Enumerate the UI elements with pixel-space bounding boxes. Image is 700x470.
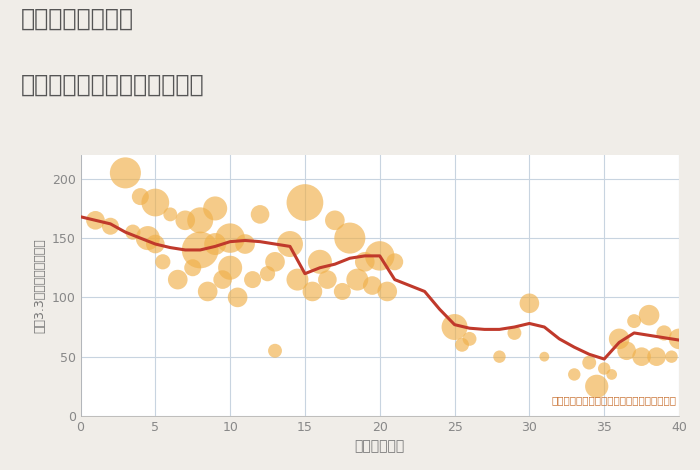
- Point: [300, 199, 311, 206]
- Point: [351, 276, 363, 283]
- Point: [374, 252, 385, 259]
- Text: 築年数別中古マンション価格: 築年数別中古マンション価格: [21, 73, 204, 97]
- Point: [105, 222, 116, 230]
- Point: [456, 341, 468, 349]
- Point: [120, 169, 131, 177]
- Point: [344, 235, 356, 242]
- Point: [629, 317, 640, 325]
- Point: [195, 217, 206, 224]
- Point: [225, 264, 236, 272]
- Point: [449, 323, 460, 331]
- Text: 円の大きさは、取引のあった物件面積を示す: 円の大きさは、取引のあった物件面積を示す: [551, 396, 676, 406]
- Point: [158, 258, 169, 266]
- Point: [270, 258, 281, 266]
- Point: [164, 211, 176, 218]
- Point: [613, 335, 624, 343]
- Point: [509, 329, 520, 337]
- Point: [606, 371, 617, 378]
- Point: [150, 240, 161, 248]
- Point: [255, 211, 266, 218]
- Point: [591, 383, 602, 390]
- Point: [621, 347, 632, 354]
- Point: [524, 299, 535, 307]
- Point: [584, 359, 595, 366]
- Point: [666, 353, 677, 360]
- Point: [262, 270, 273, 277]
- Point: [180, 217, 191, 224]
- Point: [673, 335, 685, 343]
- Point: [681, 347, 692, 354]
- Point: [359, 258, 370, 266]
- Point: [142, 235, 153, 242]
- Point: [329, 217, 340, 224]
- Point: [202, 288, 214, 295]
- Point: [292, 276, 303, 283]
- Point: [90, 217, 101, 224]
- Point: [195, 246, 206, 254]
- Point: [172, 276, 183, 283]
- Point: [217, 276, 228, 283]
- Point: [636, 353, 648, 360]
- Point: [127, 228, 139, 236]
- Point: [187, 264, 198, 272]
- Point: [494, 353, 505, 360]
- Point: [150, 199, 161, 206]
- Text: 福岡県春日原駅の: 福岡県春日原駅の: [21, 7, 134, 31]
- X-axis label: 築年数（年）: 築年数（年）: [355, 439, 405, 454]
- Point: [314, 258, 326, 266]
- Point: [367, 282, 378, 289]
- Point: [322, 276, 333, 283]
- Point: [643, 312, 655, 319]
- Point: [247, 276, 258, 283]
- Point: [539, 353, 550, 360]
- Point: [270, 347, 281, 354]
- Point: [225, 235, 236, 242]
- Y-axis label: 坪（3.3㎡）単価（万円）: 坪（3.3㎡）単価（万円）: [33, 238, 46, 333]
- Point: [337, 288, 348, 295]
- Point: [389, 258, 400, 266]
- Point: [239, 240, 251, 248]
- Point: [659, 329, 670, 337]
- Point: [209, 205, 220, 212]
- Point: [134, 193, 146, 200]
- Point: [382, 288, 393, 295]
- Point: [232, 294, 243, 301]
- Point: [307, 288, 318, 295]
- Point: [209, 240, 220, 248]
- Point: [598, 365, 610, 372]
- Point: [464, 335, 475, 343]
- Point: [284, 240, 295, 248]
- Point: [651, 353, 662, 360]
- Point: [568, 371, 580, 378]
